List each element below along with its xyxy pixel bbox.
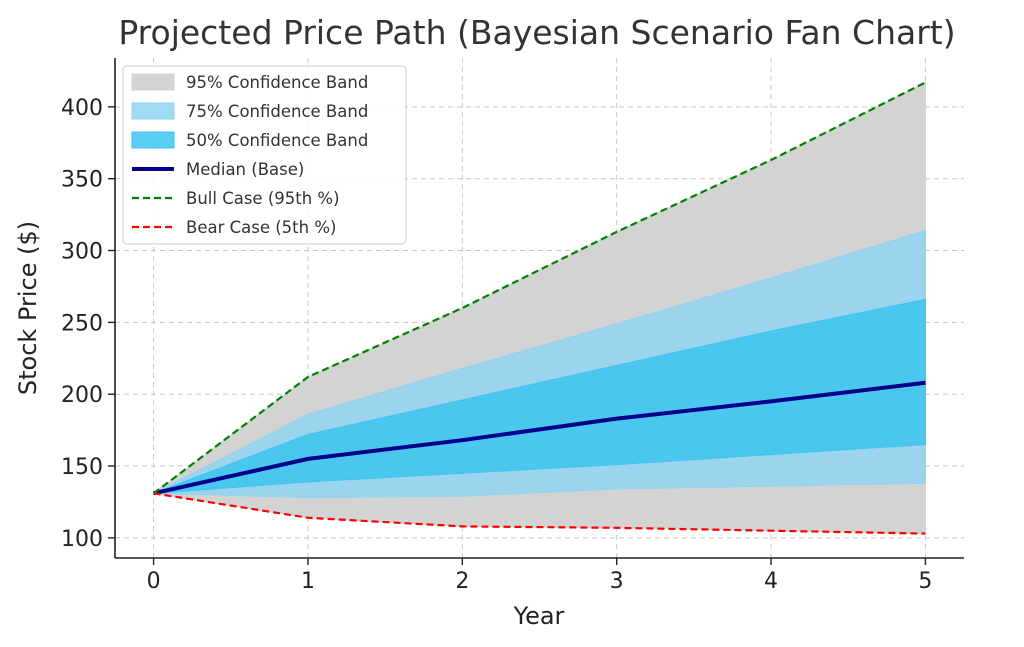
series-line-3	[153, 492, 926, 535]
legend-label: 95% Confidence Band	[186, 73, 368, 92]
series-line-1	[153, 380, 926, 496]
y-tick-label: 200	[61, 383, 103, 408]
axes	[114, 58, 964, 559]
legend-label: 75% Confidence Band	[186, 102, 368, 121]
confidence-bands	[152, 81, 926, 535]
x-tick-label: 3	[610, 569, 624, 594]
confidence-band-3	[153, 298, 926, 494]
legend-swatch	[131, 102, 175, 120]
legend-label: Median (Base)	[186, 160, 304, 179]
series-lines	[152, 81, 926, 535]
y-tick-label: 100	[61, 527, 103, 552]
x-tick-label: 5	[918, 569, 932, 594]
y-tick-label: 150	[61, 455, 103, 480]
y-tick-label: 250	[61, 311, 103, 336]
legend-swatch	[131, 73, 175, 91]
x-tick-label: 0	[147, 569, 161, 594]
legend-frame	[122, 65, 407, 245]
x-tick-label: 2	[455, 569, 469, 594]
x-axis-title: Year	[513, 602, 565, 630]
legend: 95% Confidence Band 75% Confidence Band 50…	[122, 65, 407, 245]
legend-label: 50% Confidence Band	[186, 131, 368, 150]
y-tick-label: 350	[61, 168, 103, 193]
legend-label: Bear Case (5th %)	[186, 218, 336, 237]
y-tick-label: 400	[61, 96, 103, 121]
y-tick-label: 300	[61, 240, 103, 265]
legend-label: Bull Case (95th %)	[186, 189, 340, 208]
x-tick-label: 1	[301, 569, 315, 594]
x-tick-label: 4	[764, 569, 778, 594]
legend-swatch	[131, 131, 175, 149]
ticks: 0 1 2 3 4 5 100 150 200 250 300 350 400	[61, 96, 932, 594]
chart-title: Projected Price Path (Bayesian Scenario …	[118, 13, 955, 52]
y-axis-title: Stock Price ($)	[14, 221, 42, 395]
